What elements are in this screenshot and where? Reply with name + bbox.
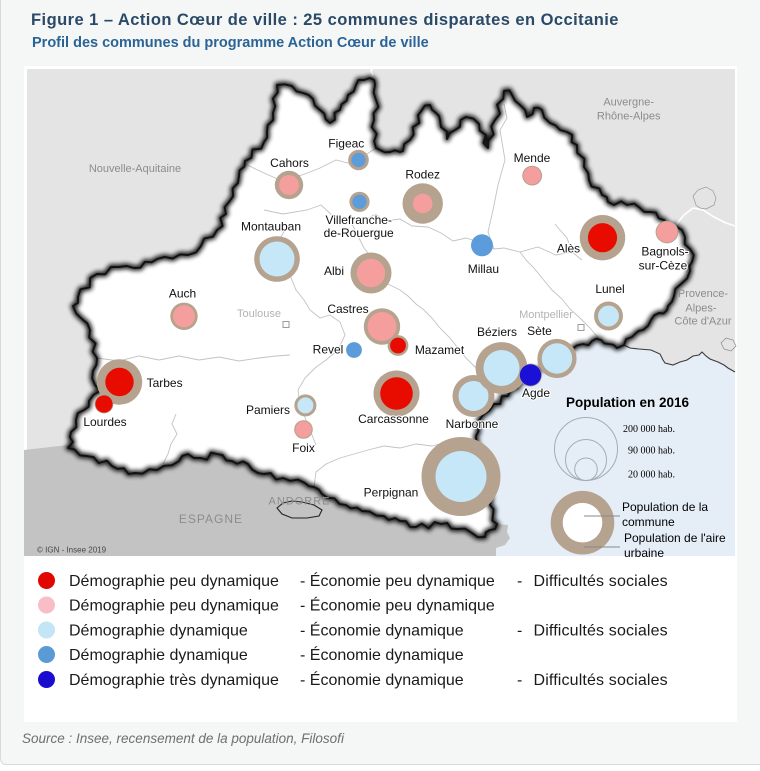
svg-text:Démographie peu dynamique: Démographie peu dynamique [69, 598, 279, 615]
svg-text:Béziers: Béziers [477, 325, 517, 339]
svg-text:Narbonne: Narbonne [446, 417, 499, 431]
svg-text:Auvergne-: Auvergne- [603, 97, 654, 109]
svg-text:Villefranche-: Villefranche- [325, 213, 391, 227]
svg-text:de-Rouergue: de-Rouergue [324, 226, 394, 240]
svg-text:Montauban: Montauban [241, 220, 301, 234]
svg-text:-: - [517, 573, 522, 590]
svg-text:Cahors: Cahors [270, 156, 309, 170]
svg-text:Nouvelle-Aquitaine: Nouvelle-Aquitaine [89, 163, 181, 175]
svg-text:Albi: Albi [324, 264, 344, 278]
svg-text:200 000 hab.: 200 000 hab. [623, 424, 675, 435]
svg-text:© IGN - Insee 2019: © IGN - Insee 2019 [37, 546, 107, 555]
svg-text:Montpellier: Montpellier [519, 309, 573, 321]
svg-text:urbaine: urbaine [624, 546, 664, 560]
svg-text:Démographie dynamique: Démographie dynamique [69, 647, 248, 664]
svg-text:- Économie peu dynamique: - Économie peu dynamique [300, 571, 495, 590]
svg-text:Provence-: Provence- [678, 288, 728, 300]
svg-text:Difficultés sociales: Difficultés sociales [534, 623, 668, 640]
svg-text:- Économie peu dynamique: - Économie peu dynamique [300, 596, 495, 615]
svg-text:Alès: Alès [557, 241, 580, 255]
svg-text:Population de la: Population de la [622, 500, 708, 514]
svg-text:Difficultés sociales: Difficultés sociales [534, 672, 668, 689]
svg-text:Population de l'aire: Population de l'aire [624, 531, 726, 545]
svg-text:Agde: Agde [522, 386, 550, 400]
svg-text:commune: commune [622, 515, 675, 529]
svg-text:-: - [517, 672, 522, 689]
svg-text:Auch: Auch [169, 287, 196, 301]
svg-text:ESPAGNE: ESPAGNE [179, 512, 243, 526]
svg-text:Figeac: Figeac [328, 137, 364, 151]
svg-text:90 000 hab.: 90 000 hab. [628, 446, 675, 457]
svg-text:- Économie dynamique: - Économie dynamique [300, 670, 464, 689]
svg-text:Pamiers: Pamiers [246, 403, 290, 417]
svg-text:Castres: Castres [327, 302, 368, 316]
svg-text:Démographie dynamique: Démographie dynamique [69, 623, 248, 640]
svg-text:Sète: Sète [527, 324, 552, 338]
svg-text:sur-Cèze: sur-Cèze [639, 259, 688, 273]
svg-text:Tarbes: Tarbes [147, 376, 183, 390]
svg-text:Rhône-Alpes: Rhône-Alpes [597, 111, 661, 123]
svg-text:Rodez: Rodez [405, 167, 440, 181]
svg-text:Lourdes: Lourdes [83, 415, 126, 429]
svg-text:Mazamet: Mazamet [415, 343, 465, 357]
svg-text:Toulouse: Toulouse [237, 308, 281, 320]
svg-text:- Économie dynamique: - Économie dynamique [300, 621, 464, 640]
svg-text:Difficultés sociales: Difficultés sociales [534, 573, 668, 590]
svg-text:20 000 hab.: 20 000 hab. [628, 470, 675, 481]
svg-text:Foix: Foix [292, 441, 315, 455]
svg-text:Démographie très dynamique: Démographie très dynamique [69, 672, 279, 689]
svg-text:-: - [517, 623, 522, 640]
svg-text:Population en 2016: Population en 2016 [566, 395, 690, 410]
svg-text:Lunel: Lunel [595, 282, 624, 296]
svg-text:Mende: Mende [514, 151, 551, 165]
svg-text:Alpes-: Alpes- [685, 303, 717, 315]
svg-text:ANDORRE: ANDORRE [268, 496, 330, 508]
svg-text:Démographie peu dynamique: Démographie peu dynamique [69, 573, 279, 590]
svg-text:Carcassonne: Carcassonne [358, 412, 429, 426]
svg-text:Revel: Revel [313, 343, 344, 357]
svg-text:Bagnols-: Bagnols- [641, 245, 688, 259]
svg-text:Perpignan: Perpignan [364, 486, 419, 500]
svg-text:- Économie dynamique: - Économie dynamique [300, 645, 464, 664]
svg-text:Côte d'Azur: Côte d'Azur [674, 316, 731, 328]
svg-text:Millau: Millau [468, 262, 499, 276]
